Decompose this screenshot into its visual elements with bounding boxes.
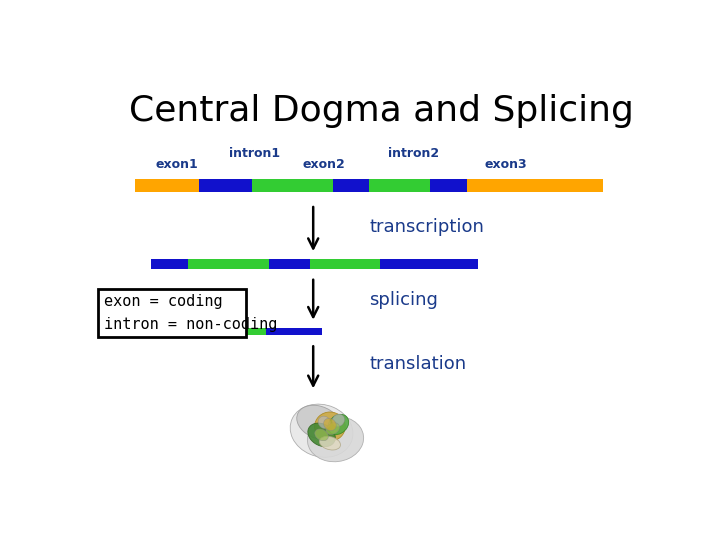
Ellipse shape (315, 429, 328, 441)
Bar (380, 259, 478, 268)
Bar (240, 328, 266, 335)
Bar (289, 328, 322, 335)
Text: splicing: splicing (369, 291, 438, 309)
Bar (266, 328, 289, 335)
Bar (151, 259, 188, 268)
Ellipse shape (328, 414, 348, 435)
Bar (310, 259, 380, 268)
Ellipse shape (308, 423, 336, 447)
Bar (269, 259, 310, 268)
Text: exon2: exon2 (303, 158, 346, 171)
Bar (252, 179, 333, 192)
Bar (431, 179, 467, 192)
Ellipse shape (307, 416, 364, 462)
Ellipse shape (332, 414, 345, 427)
Ellipse shape (320, 436, 341, 450)
Text: exon1: exon1 (155, 158, 198, 171)
Bar (199, 179, 252, 192)
Ellipse shape (290, 404, 353, 457)
Ellipse shape (326, 423, 340, 435)
Ellipse shape (318, 416, 330, 429)
Text: translation: translation (369, 355, 466, 373)
Bar (369, 179, 431, 192)
Text: intron2: intron2 (388, 147, 439, 160)
Bar (467, 179, 603, 192)
Text: intron1: intron1 (229, 147, 280, 160)
Text: intron = non-coding: intron = non-coding (104, 317, 277, 332)
Bar (188, 259, 269, 268)
Ellipse shape (323, 418, 336, 430)
Text: Central Dogma and Splicing: Central Dogma and Splicing (129, 94, 634, 128)
Ellipse shape (297, 406, 341, 440)
Text: transcription: transcription (369, 218, 484, 236)
Bar (213, 328, 240, 335)
Bar (135, 179, 199, 192)
Bar (99, 289, 246, 337)
Text: exon = coding: exon = coding (104, 294, 222, 309)
Text: exon3: exon3 (485, 158, 527, 171)
Ellipse shape (315, 412, 346, 441)
Bar (333, 179, 369, 192)
